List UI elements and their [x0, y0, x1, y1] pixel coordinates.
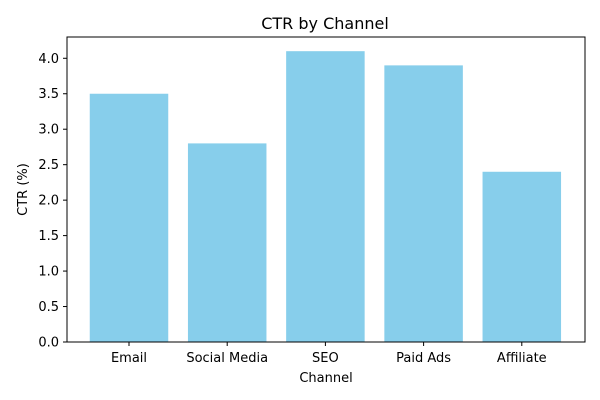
- y-tick-label: 2.5: [38, 158, 59, 173]
- x-tick-label: SEO: [312, 351, 339, 366]
- bar-affiliate: [482, 171, 562, 342]
- x-tick-label: Email: [111, 351, 147, 366]
- y-tick-label: 2.0: [38, 194, 59, 209]
- y-tick-label: 1.5: [38, 229, 59, 244]
- bar-social-media: [187, 143, 267, 342]
- x-tick-label: Paid Ads: [396, 351, 451, 366]
- y-tick-label: 3.5: [38, 87, 59, 102]
- y-tick-label: 4.0: [38, 52, 59, 67]
- plot-frame: [66, 36, 586, 343]
- y-tick-label: 0.0: [38, 336, 59, 351]
- x-tick-label: Social Media: [186, 351, 268, 366]
- y-axis-label: CTR (%): [16, 163, 31, 216]
- x-tick-label: Affiliate: [497, 351, 547, 366]
- bar-seo: [286, 51, 365, 343]
- y-tick-label: 3.0: [38, 123, 59, 138]
- chart-title: CTR by Channel: [261, 14, 389, 33]
- x-axis-label: Channel: [299, 371, 352, 386]
- y-tick-label: 1.0: [38, 265, 59, 280]
- bar-email: [89, 93, 169, 342]
- y-axis: 0.0 0.5 1.0 1.5 2.0 2.5 3.0 3.5 4.0: [38, 52, 67, 351]
- y-tick-label: 0.5: [38, 300, 59, 315]
- bar-paid-ads: [384, 65, 463, 342]
- x-axis: Email Social Media SEO Paid Ads Affiliate: [111, 342, 547, 366]
- bars: [89, 51, 562, 343]
